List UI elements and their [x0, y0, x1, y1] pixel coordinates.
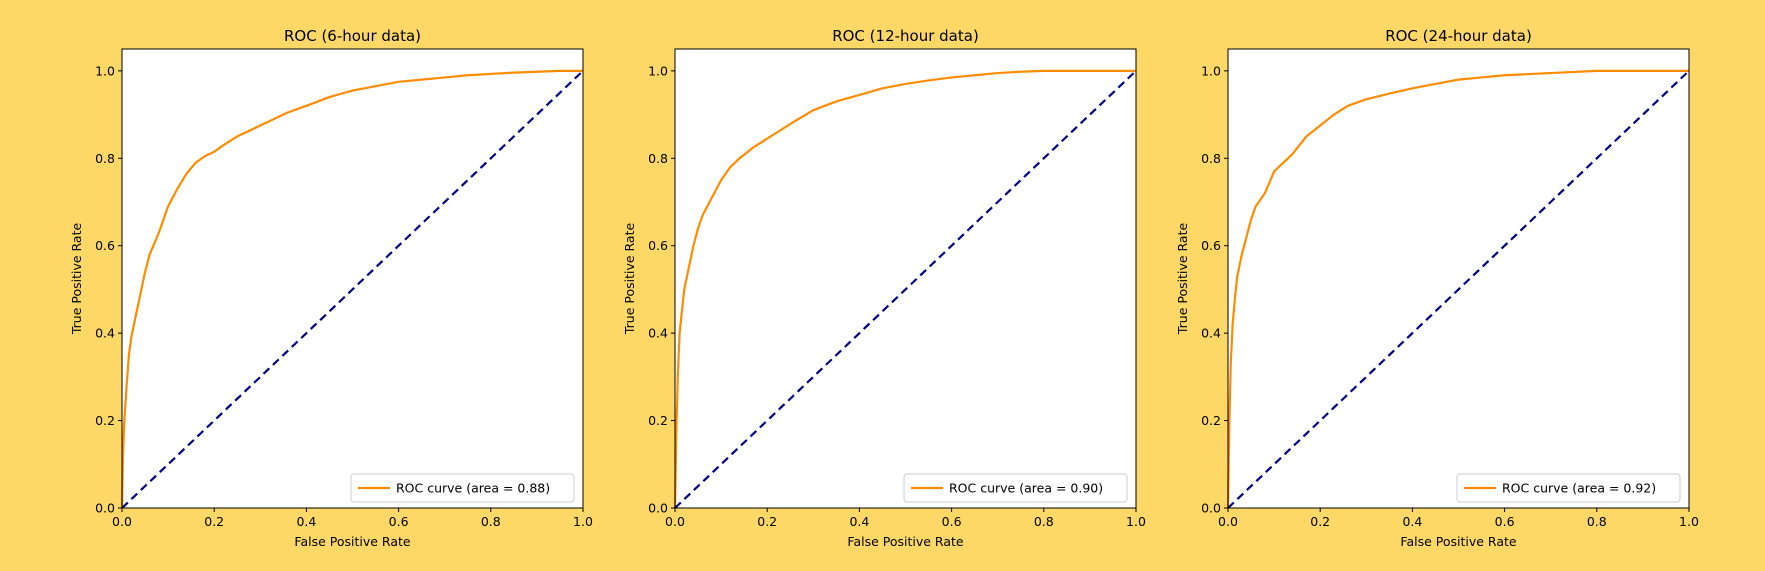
x-tick-label: 0.8 — [1587, 514, 1607, 529]
y-tick-label: 0.2 — [95, 413, 115, 428]
x-tick-label: 0.2 — [757, 514, 777, 529]
roc-panel-6-hour: ROC (6-hour data) False Positive Rate Tr… — [69, 27, 593, 549]
plot-area: 0.0 0.2 0.4 0.6 0.8 1.0 0.0 0.2 0.4 0.6 0.8 1.0 — [1201, 48, 1699, 529]
y-tick-label: 0.8 — [648, 151, 668, 166]
x-tick-label: 0.4 — [1402, 514, 1422, 529]
axes-frame — [674, 48, 1137, 509]
roc-curve-line — [1226, 69, 1689, 509]
x-tick-label: 0.6 — [942, 514, 962, 529]
x-tick-label: 0.6 — [1495, 514, 1515, 529]
legend-label: ROC curve (area = 0.92) — [1502, 481, 1656, 496]
legend: ROC curve (area = 0.88) — [350, 473, 575, 503]
baseline-diagonal-line — [121, 70, 584, 509]
y-tick-label: 0.2 — [648, 413, 668, 428]
plot-background — [122, 49, 583, 508]
plot-area: 0.0 0.2 0.4 0.6 0.8 1.0 0.0 0.2 0.4 0.6 0.8 1.0 — [648, 48, 1146, 529]
legend-label: ROC curve (area = 0.88) — [396, 481, 550, 496]
legend-box — [903, 473, 1128, 503]
y-tick-label: 1.0 — [1201, 63, 1221, 78]
x-tick-label: 1.0 — [1679, 514, 1699, 529]
x-tick-label: 0.2 — [204, 514, 224, 529]
y-tick-label: 1.0 — [95, 63, 115, 78]
x-tick-label: 0.8 — [1034, 514, 1054, 529]
x-tick-label: 1.0 — [1126, 514, 1146, 529]
y-tick-label: 0.6 — [95, 238, 115, 253]
y-axis-label: True Positive Rate — [69, 223, 84, 336]
x-tick-label: 0.6 — [389, 514, 409, 529]
x-tick-label: 0.4 — [296, 514, 316, 529]
roc-curve-line — [120, 69, 583, 509]
legend: ROC curve (area = 0.90) — [903, 473, 1128, 503]
x-tick-label: 1.0 — [573, 514, 593, 529]
x-axis-label: False Positive Rate — [294, 534, 410, 549]
y-axis-label: True Positive Rate — [622, 223, 637, 336]
x-tick-label: 0.4 — [849, 514, 869, 529]
y-tick-label: 0.4 — [95, 326, 115, 341]
plot-background — [675, 49, 1136, 508]
x-tick-label: 0.0 — [1218, 514, 1238, 529]
y-tick-label: 1.0 — [648, 63, 668, 78]
axes-frame — [1227, 48, 1690, 509]
legend: ROC curve (area = 0.92) — [1456, 473, 1681, 503]
x-axis-label: False Positive Rate — [847, 534, 963, 549]
y-tick-label: 0.0 — [648, 501, 668, 516]
y-tick-label: 0.2 — [1201, 413, 1221, 428]
y-tick-label: 0.8 — [95, 151, 115, 166]
y-tick-label: 0.0 — [95, 501, 115, 516]
plot-area: 0.0 0.2 0.4 0.6 0.8 1.0 0.0 0.2 0.4 0.6 0.8 1.0 — [95, 48, 593, 529]
x-axis-label: False Positive Rate — [1400, 534, 1516, 549]
roc-panel-24-hour: ROC (24-hour data) False Positive Rate T… — [1175, 27, 1699, 549]
y-tick-label: 0.0 — [1201, 501, 1221, 516]
legend-box — [350, 473, 575, 503]
y-tick-label: 0.4 — [648, 326, 668, 341]
panel-title: ROC (24-hour data) — [1385, 27, 1532, 45]
y-axis-label: True Positive Rate — [1175, 223, 1190, 336]
panel-title: ROC (12-hour data) — [832, 27, 979, 45]
legend-label: ROC curve (area = 0.90) — [949, 481, 1103, 496]
x-tick-label: 0.2 — [1310, 514, 1330, 529]
y-tick-label: 0.8 — [1201, 151, 1221, 166]
y-tick-label: 0.6 — [1201, 238, 1221, 253]
roc-curve-line — [673, 69, 1136, 509]
axes-frame — [121, 48, 584, 509]
baseline-diagonal-line — [674, 70, 1137, 509]
plot-background — [1228, 49, 1689, 508]
baseline-diagonal-line — [1227, 70, 1690, 509]
roc-panel-12-hour: ROC (12-hour data) False Positive Rate T… — [622, 27, 1146, 549]
y-tick-label: 0.6 — [648, 238, 668, 253]
legend-box — [1456, 473, 1681, 503]
x-tick-label: 0.0 — [112, 514, 132, 529]
x-tick-label: 0.0 — [665, 514, 685, 529]
panel-title: ROC (6-hour data) — [284, 27, 421, 45]
y-tick-label: 0.4 — [1201, 326, 1221, 341]
x-tick-label: 0.8 — [481, 514, 501, 529]
